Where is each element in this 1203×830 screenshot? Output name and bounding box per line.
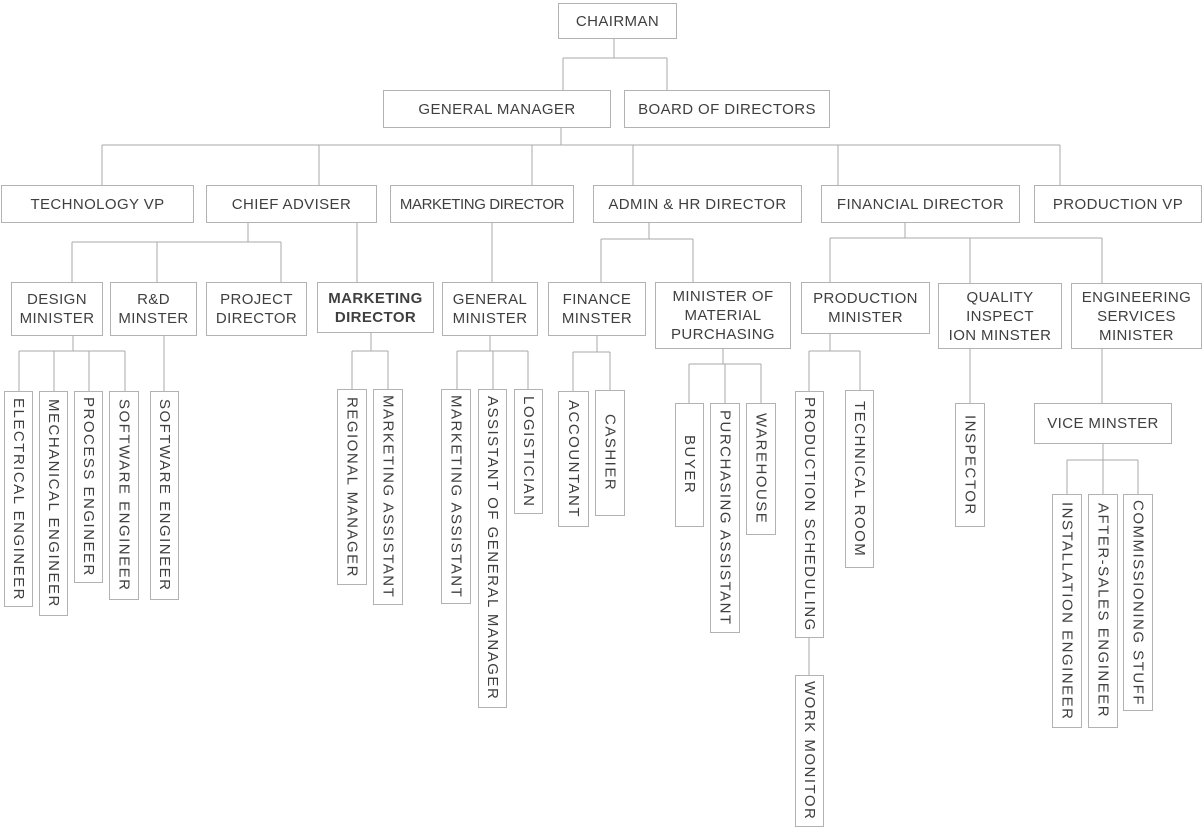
node-regional-manager: REGIONAL MANAGER bbox=[337, 389, 367, 585]
node-process-engineer: PROCESS ENGINEER bbox=[74, 391, 103, 583]
node-production-vp: PRODUCTION VP bbox=[1034, 185, 1202, 223]
node-production-scheduling: PRODUCTION SCHEDULING bbox=[795, 391, 824, 638]
node-inspector: INSPECTOR bbox=[955, 403, 985, 527]
node-marketing-director-top: MARKETING DIRECTOR bbox=[390, 185, 574, 223]
node-general-minister: GENERAL MINISTER bbox=[442, 282, 538, 336]
node-marketing-assistant-2: MARKETING ASSISTANT bbox=[441, 389, 471, 604]
node-warehouse: WAREHOUSE bbox=[746, 403, 776, 535]
node-assistant-of-general-manager: ASSISTANT OF GENERAL MANAGER bbox=[478, 389, 507, 708]
node-technical-room: TECHNICAL ROOM bbox=[845, 390, 874, 568]
node-software-engineer-1: SOFTWARE ENGINEER bbox=[109, 391, 139, 600]
node-installation-engineer: INSTALLATION ENGINEER bbox=[1052, 494, 1082, 728]
node-finance-minster: FINANCE MINSTER bbox=[548, 282, 646, 336]
node-mechanical-engineer: MECHANICAL ENGINEER bbox=[39, 391, 68, 616]
node-project-director: PROJECT DIRECTOR bbox=[206, 282, 307, 336]
node-board-of-directors: BOARD OF DIRECTORS bbox=[624, 90, 830, 128]
node-software-engineer-2: SOFTWARE ENGINEER bbox=[150, 391, 179, 600]
node-financial-director: FINANCIAL DIRECTOR bbox=[821, 185, 1020, 223]
node-electrical-engineer: ELECTRICAL ENGINEER bbox=[4, 391, 33, 607]
node-chief-adviser: CHIEF ADVISER bbox=[206, 185, 377, 223]
node-production-minister: PRODUCTION MINISTER bbox=[801, 282, 930, 334]
node-accountant: ACCOUNTANT bbox=[558, 391, 589, 527]
node-cashier: CASHIER bbox=[595, 390, 625, 516]
node-technology-vp: TECHNOLOGY VP bbox=[1, 185, 194, 223]
node-admin-hr-director: ADMIN & HR DIRECTOR bbox=[593, 185, 802, 223]
node-commissioning-stuff: COMMISSIONING STUFF bbox=[1123, 494, 1153, 711]
node-minister-of-material-purchasing: MINISTER OF MATERIAL PURCHASING bbox=[655, 282, 791, 349]
node-after-sales-engineer: AFTER-SALES ENGINEER bbox=[1088, 494, 1118, 728]
node-vice-minster: VICE MINSTER bbox=[1034, 403, 1172, 444]
node-buyer: BUYER bbox=[675, 403, 704, 527]
node-design-minister: DESIGN MINISTER bbox=[11, 282, 103, 336]
node-general-manager: GENERAL MANAGER bbox=[383, 90, 611, 128]
node-logistician: LOGISTICIAN bbox=[514, 389, 543, 514]
node-purchasing-assistant: PURCHASING ASSISTANT bbox=[710, 403, 740, 633]
node-work-monitor: WORK MONITOR bbox=[795, 675, 824, 827]
node-marketing-assistant-1: MARKETING ASSISTANT bbox=[373, 389, 403, 605]
node-quality-inspection-minster: QUALITY INSPECT ION MINSTER bbox=[938, 283, 1062, 349]
node-engineering-services-minister: ENGINEERING SERVICES MINISTER bbox=[1071, 283, 1202, 349]
node-marketing-director: MARKETING DIRECTOR bbox=[317, 282, 434, 333]
node-chairman: CHAIRMAN bbox=[558, 3, 677, 39]
node-rd-minster: R&D MINSTER bbox=[110, 282, 197, 336]
